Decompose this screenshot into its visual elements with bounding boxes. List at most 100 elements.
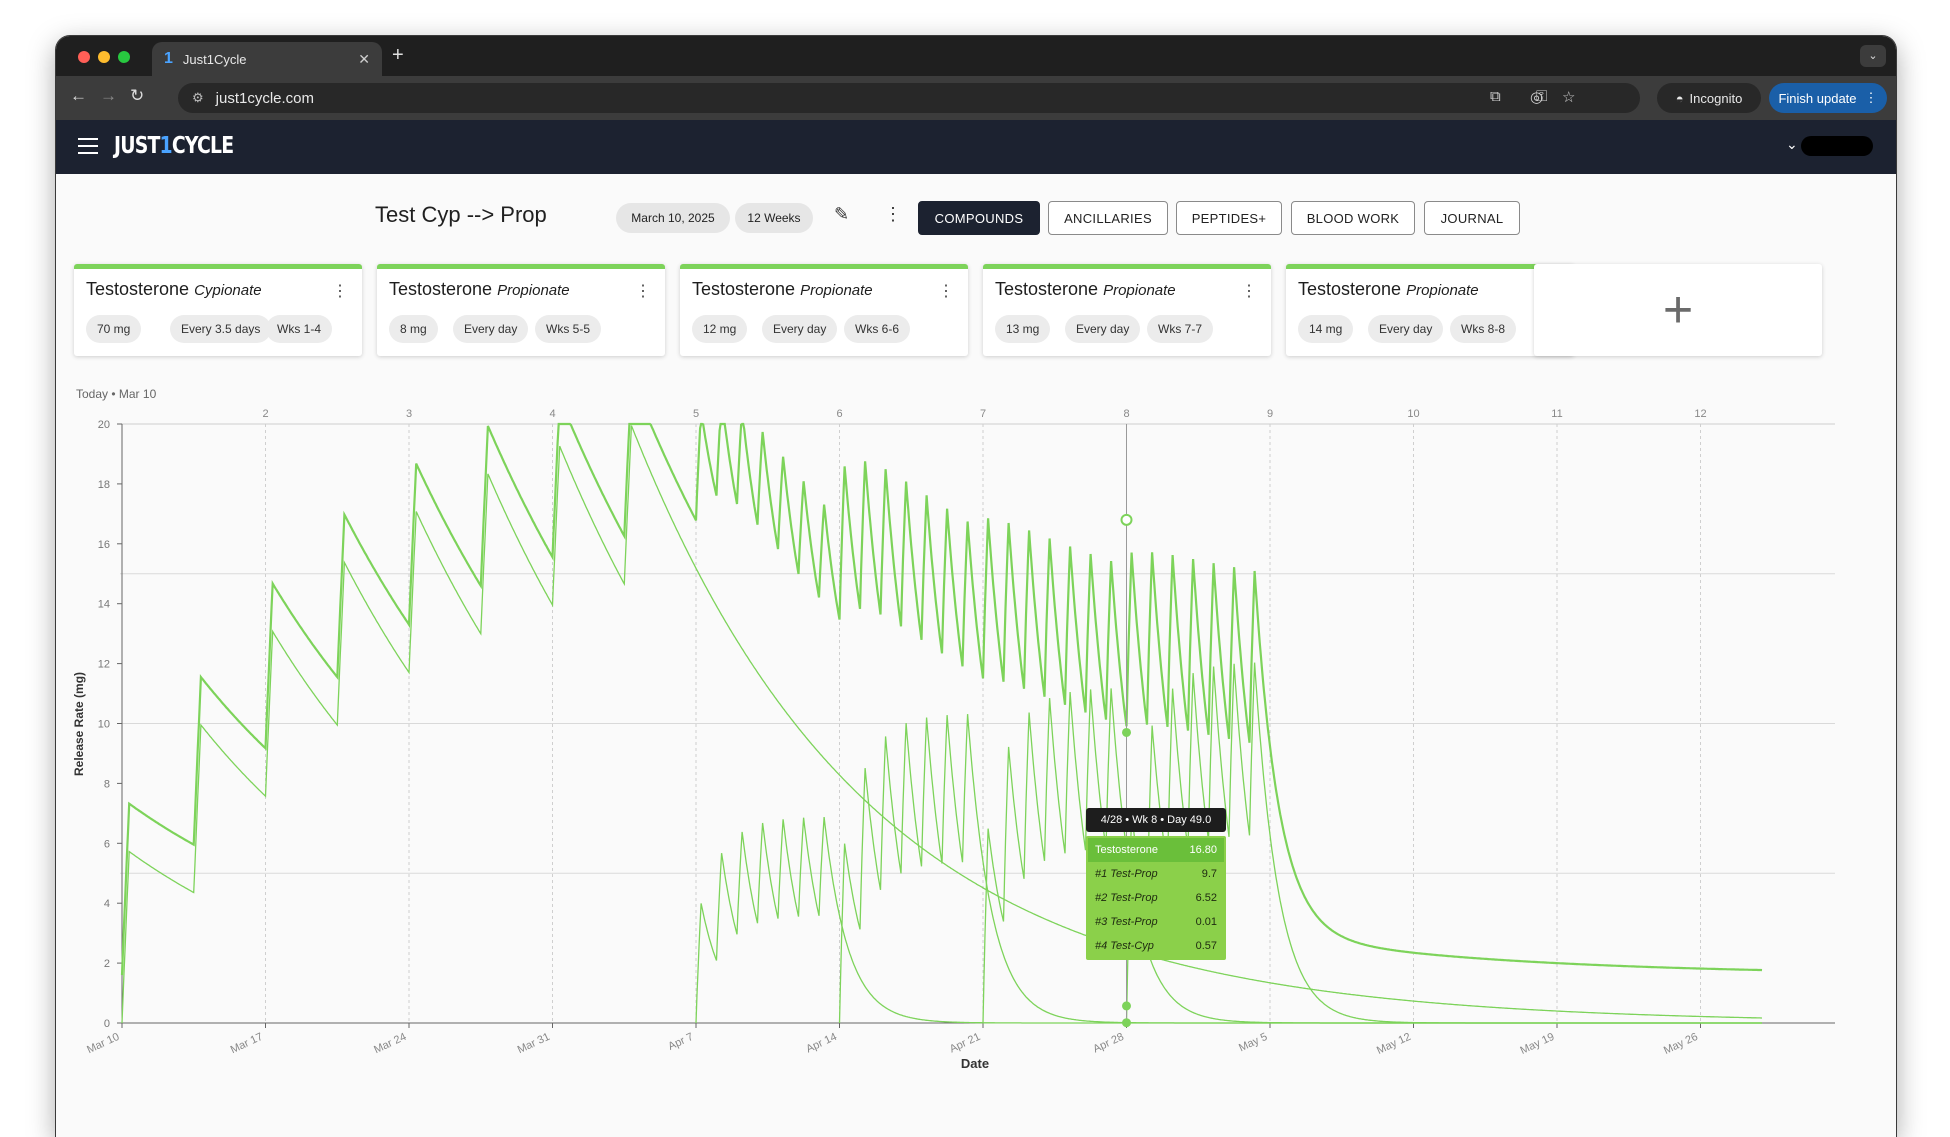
- series-line-test-prop: [1125, 662, 1762, 1024]
- extensions-puzzle-icon[interactable]: ⧉: [1490, 88, 1501, 105]
- duration-chip[interactable]: 12 Weeks: [735, 203, 813, 233]
- app-logo[interactable]: JUST1CYCLE: [114, 133, 234, 159]
- compound-card[interactable]: Testosterone Propionate ⋮ 14 mg Every da…: [1286, 264, 1574, 356]
- y-tick-label: 14: [98, 599, 110, 611]
- x-tick-label: May 5: [1237, 1031, 1269, 1055]
- edit-pencil-icon[interactable]: ✎: [834, 204, 850, 224]
- start-date-chip[interactable]: March 10, 2025: [616, 203, 730, 233]
- x-tick-label: Apr 7: [666, 1031, 695, 1053]
- tooltip-header: 4/28 • Wk 8 • Day 49.0: [1086, 808, 1226, 832]
- hover-point: [1120, 513, 1133, 526]
- dose-pill: 70 mg: [86, 315, 142, 343]
- x-tick-label: Mar 17: [229, 1031, 265, 1056]
- cycle-header: Test Cyp --> Prop March 10, 2025 12 Week…: [0, 200, 1950, 235]
- compound-card[interactable]: Testosterone Propionate ⋮ 13 mg Every da…: [983, 264, 1271, 356]
- tooltip-row: #3 Test-Prop 0.01: [1095, 916, 1217, 928]
- frequency-pill: Every day: [762, 315, 838, 343]
- tab-search-chevron-icon[interactable]: ⌄: [1860, 45, 1886, 67]
- series-line-testosterone: [120, 422, 1763, 976]
- y-tick-label: 4: [104, 898, 110, 910]
- y-tick-label: 18: [98, 479, 110, 491]
- chart-grid: [120, 423, 1835, 1023]
- x-tick-label: Apr 21: [948, 1031, 982, 1056]
- card-more-vert-icon[interactable]: ⋮: [1241, 283, 1257, 300]
- y-tick-label: 2: [104, 958, 110, 970]
- bookmark-star-icon[interactable]: ☆: [1562, 89, 1576, 106]
- compound-name: Testosterone Propionate: [692, 279, 873, 299]
- compound-name: Testosterone Propionate: [389, 279, 570, 299]
- release-rate-chart[interactable]: 2 3 4 5 6 7 8 9 10 11 12 0 2 4 6 8 10 12 14 16 18 20 Mar 10 Mar…: [0, 380, 1950, 1100]
- hover-tooltip: 4/28 • Wk 8 • Day 49.0 Testosterone 16.80…: [1086, 808, 1226, 960]
- browser-toolbar: ← → ↻ ⚙ just1cycle.com ◎ ☆ ⧉ ⚿ ◓ Incogni…: [56, 76, 1896, 120]
- x-tick-label: Mar 31: [516, 1031, 552, 1056]
- x-tick-label: Apr 14: [804, 1031, 838, 1056]
- compound-card[interactable]: Testosterone Cypionate ⋮ 70 mg Every 3.5…: [74, 264, 362, 356]
- hover-point: [1122, 727, 1131, 737]
- card-more-vert-icon[interactable]: ⋮: [938, 283, 954, 300]
- favicon-icon: 1: [164, 50, 173, 67]
- card-more-vert-icon[interactable]: ⋮: [635, 283, 651, 300]
- tooltip-row: #4 Test-Cyp 0.57: [1095, 940, 1217, 952]
- x-tick-label: May 26: [1662, 1031, 1700, 1057]
- weeks-pill: Wks 7-7: [1147, 315, 1214, 343]
- cycle-title: Test Cyp --> Prop: [375, 202, 547, 227]
- hamburger-menu-icon[interactable]: [78, 138, 98, 159]
- tooltip-row: Testosterone 16.80: [1088, 838, 1224, 862]
- week-tick-label: 5: [693, 408, 699, 420]
- week-tick-label: 8: [1123, 408, 1129, 420]
- address-bar[interactable]: ⚙ just1cycle.com ◎ ☆: [178, 83, 1640, 113]
- frequency-pill: Every day: [1368, 315, 1444, 343]
- add-compound-button[interactable]: +: [1534, 264, 1822, 356]
- password-key-icon[interactable]: ⚿: [1536, 88, 1548, 105]
- site-settings-icon[interactable]: ⚙: [192, 90, 204, 105]
- tab-blood-work[interactable]: BLOOD WORK: [1291, 201, 1415, 235]
- back-arrow-icon[interactable]: ←: [70, 86, 87, 105]
- incognito-badge[interactable]: ◓ Incognito: [1657, 83, 1761, 113]
- close-window-button[interactable]: [78, 51, 90, 63]
- series-line-test-cyp: [121, 425, 1762, 1024]
- compound-card[interactable]: Testosterone Propionate ⋮ 8 mg Every day…: [377, 264, 665, 356]
- weeks-pill: Wks 8-8: [1450, 315, 1517, 343]
- card-more-vert-icon[interactable]: ⋮: [332, 283, 348, 300]
- more-vert-icon[interactable]: ⋮: [884, 204, 902, 224]
- week-tick-label: 3: [406, 408, 412, 420]
- close-tab-icon[interactable]: ✕: [358, 50, 370, 67]
- compound-card[interactable]: Testosterone Propionate ⋮ 12 mg Every da…: [680, 264, 968, 356]
- finish-update-button[interactable]: Finish update ⋮: [1769, 83, 1887, 113]
- dose-pill: 14 mg: [1298, 315, 1354, 343]
- new-tab-button[interactable]: +: [392, 44, 404, 66]
- hover-point: [1122, 1001, 1131, 1011]
- browser-tab[interactable]: 1 Just1Cycle ✕: [152, 42, 382, 76]
- x-tick-label: May 12: [1375, 1031, 1413, 1057]
- week-tick-label: 2: [262, 408, 268, 420]
- tab-compounds[interactable]: COMPOUNDS: [918, 201, 1040, 235]
- incognito-label: Incognito: [1689, 90, 1743, 106]
- week-tick-label: 10: [1407, 408, 1419, 420]
- today-label: Today • Mar 10: [76, 387, 157, 401]
- week-tick-label: 7: [980, 408, 986, 420]
- x-tick-label: May 19: [1518, 1031, 1556, 1057]
- forward-arrow-icon[interactable]: →: [100, 86, 117, 105]
- browser-tab-bar: 1 Just1Cycle ✕ + ⌄: [56, 36, 1896, 76]
- y-tick-label: 20: [98, 419, 110, 431]
- week-tick-label: 6: [836, 408, 842, 420]
- weeks-pill: Wks 6-6: [844, 315, 911, 343]
- window-controls: [78, 51, 130, 63]
- week-tick-label: 12: [1694, 408, 1706, 420]
- compound-name: Testosterone Propionate: [995, 279, 1176, 299]
- maximize-window-button[interactable]: [118, 51, 130, 63]
- series-line-test-prop: [695, 817, 1762, 1024]
- tab-ancillaries[interactable]: ANCILLARIES: [1048, 201, 1168, 235]
- account-chevron-down-icon[interactable]: ⌄: [1786, 136, 1798, 152]
- avatar[interactable]: [1801, 136, 1873, 156]
- eye-off-icon[interactable]: ◎: [1530, 89, 1544, 106]
- minimize-window-button[interactable]: [98, 51, 110, 63]
- tab-peptides[interactable]: PEPTIDES+: [1176, 201, 1282, 235]
- week-tick-label: 4: [549, 408, 555, 420]
- reload-icon[interactable]: ↻: [130, 86, 145, 105]
- dose-pill: 13 mg: [995, 315, 1051, 343]
- y-tick-label: 8: [104, 778, 110, 790]
- y-tick-label: 16: [98, 539, 110, 551]
- x-tick-label: Mar 10: [85, 1031, 121, 1056]
- tab-journal[interactable]: JOURNAL: [1424, 201, 1520, 235]
